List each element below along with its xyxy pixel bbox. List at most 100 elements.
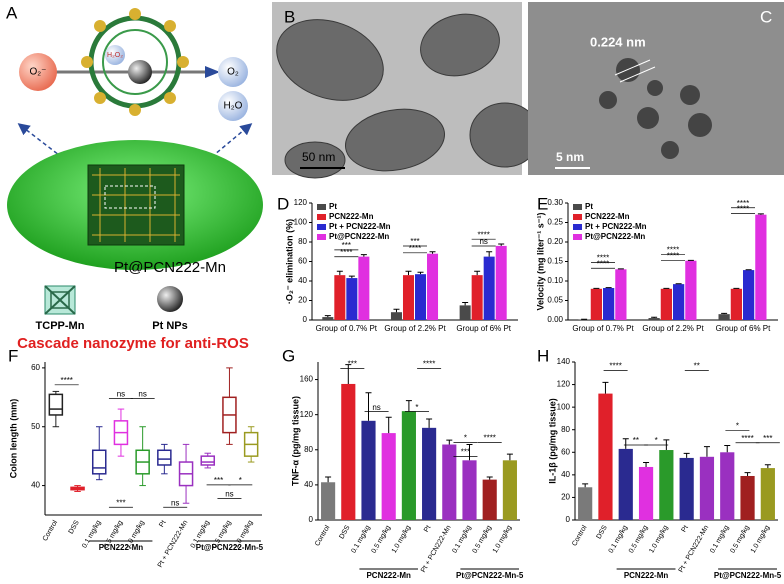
error-bar (393, 308, 400, 313)
x-tick-label: 0.5 mg/kg (472, 524, 493, 554)
y-tick-label: 40 (304, 480, 313, 489)
significance-label: *** (348, 360, 357, 369)
bar (603, 288, 615, 320)
panel-letter: G (282, 346, 295, 365)
x-tick-label: Control (314, 524, 332, 547)
bar (615, 269, 627, 320)
error-bar (474, 270, 481, 276)
significance-label: **** (667, 252, 679, 261)
box (157, 449, 172, 466)
error-bar (724, 445, 731, 453)
error-bar (498, 243, 505, 246)
y-tick-label: 0.05 (547, 296, 563, 305)
framework-block (87, 164, 185, 246)
x-tick-label: Control (42, 519, 60, 542)
bar (422, 427, 437, 520)
y-tick-label: 0 (309, 515, 314, 524)
bar (482, 479, 497, 520)
y-tick-label: 80 (561, 425, 570, 434)
y-tick-label: 0.30 (547, 198, 563, 207)
bar (660, 288, 672, 320)
error-bar (336, 270, 343, 276)
error-bar (348, 275, 355, 279)
y-tick-label: 80 (298, 237, 307, 246)
group-label: PCN222-Mn (366, 571, 411, 580)
error-bar (324, 315, 331, 318)
cage-nodes (81, 8, 189, 116)
lattice-marker (614, 59, 651, 76)
y-tick-label: 140 (557, 357, 571, 366)
significance-label: **** (597, 253, 609, 262)
error-bar (602, 381, 609, 394)
x-tick-label: 0.1 mg/kg (451, 524, 472, 554)
x-tick-label: Control (571, 524, 589, 547)
bar (590, 288, 602, 320)
significance-label: *** (214, 476, 223, 485)
bar (679, 457, 694, 520)
group-label: PCN222-Mn (624, 571, 669, 580)
particles (276, 13, 541, 179)
significance-label: * (239, 476, 242, 485)
y-axis-title: TNF-α (pg/mg tissue) (290, 396, 300, 486)
bar (720, 452, 735, 520)
zoom-box (104, 185, 156, 209)
y-tick-label: 20 (561, 493, 570, 502)
bar (502, 460, 517, 520)
legend-label: Pt@PCN222-Mn (329, 232, 389, 241)
x-tick-label: Group of 6% Pt (716, 324, 771, 333)
y-tick-label: 100 (557, 402, 571, 411)
bar (718, 314, 730, 320)
error-bar (643, 461, 650, 467)
bar (755, 214, 767, 320)
error-bar (360, 254, 367, 257)
bar (415, 274, 427, 320)
legend-label: Pt (329, 202, 337, 211)
legend-label: Pt + PCN222-Mn (329, 222, 391, 231)
legend-swatch (317, 204, 326, 210)
significance-label: **** (340, 248, 352, 257)
y-tick-label: 0 (303, 315, 308, 324)
bar (685, 260, 697, 320)
x-tick-label: 1.0 mg/kg (750, 524, 771, 554)
significance-label: ns (225, 490, 233, 499)
chart-grouped-bar: D ·O₂⁻ elimination (%) 0 20 40 60 80 100 120 Grou… (277, 194, 518, 333)
error-bar (757, 213, 764, 215)
error-bar (417, 271, 424, 275)
legend-swatch (573, 204, 582, 210)
x-tick-label: 1.0 mg/kg (648, 524, 669, 554)
group-label: PCN222-Mn (99, 543, 144, 552)
x-tick-label: Group of 2.2% Pt (642, 324, 704, 333)
arrow-head (205, 66, 220, 78)
bar (341, 383, 356, 520)
o2-sphere (218, 57, 248, 87)
bar (361, 420, 376, 520)
error-bar (703, 446, 710, 457)
x-tick-label: 0.5 mg/kg (371, 524, 392, 554)
x-tick-label: DSS (68, 519, 81, 535)
error-bar (622, 438, 629, 449)
legend-label: Pt + PCN222-Mn (585, 222, 647, 231)
bar (427, 253, 439, 320)
bar (381, 433, 396, 520)
bar (462, 460, 477, 520)
y-tick-label: 60 (31, 363, 40, 372)
panel-letter: C (760, 7, 772, 26)
y-tick-label: 50 (31, 422, 40, 431)
significance-label: * (736, 421, 739, 430)
significance-label: *** (116, 498, 125, 507)
error-bar (764, 464, 771, 469)
significance-label: *** (410, 237, 419, 246)
significance-label: ns (372, 403, 380, 412)
significance-label: **** (483, 433, 495, 442)
significance-label: ns (117, 389, 125, 398)
significance-label: **** (423, 360, 435, 369)
x-tick-label: Pt (158, 519, 167, 528)
x-tick-label: DSS (338, 524, 351, 540)
y-tick-label: 100 (294, 218, 308, 227)
y-tick-label: 120 (294, 198, 308, 207)
bar (346, 278, 358, 320)
